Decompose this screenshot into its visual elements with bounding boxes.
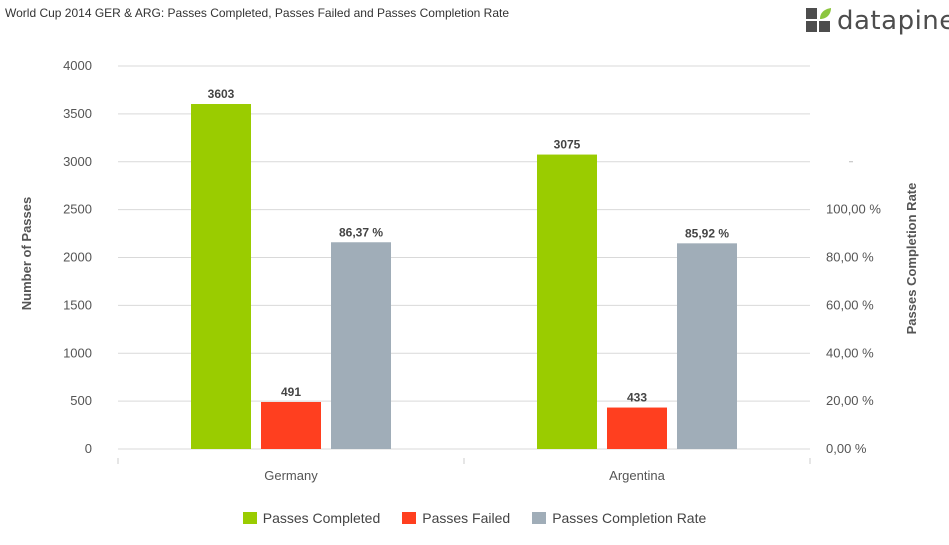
data-label: 3603 — [208, 87, 235, 101]
legend: Passes Completed Passes Failed Passes Comp… — [0, 510, 949, 526]
y-tick-label: 1500 — [63, 297, 92, 312]
bar — [191, 104, 251, 449]
legend-item[interactable]: Passes Completed — [242, 510, 381, 526]
chart-title: World Cup 2014 GER & ARG: Passes Complet… — [5, 6, 510, 20]
y-tick-label: 1000 — [63, 345, 92, 360]
data-label: 86,37 % — [339, 225, 383, 239]
y-axis-title: Number of Passes — [19, 197, 34, 310]
y2-tick-label: 60,00 % — [826, 297, 874, 312]
y-tick-label: 0 — [85, 441, 92, 456]
data-label: 433 — [627, 391, 647, 405]
bar — [331, 242, 391, 449]
y2-tick-label: 80,00 % — [826, 250, 874, 265]
data-labels: 3603 491 86,37 % 3075 433 85,92 % — [208, 87, 730, 405]
y2-tick-label: 100,00 % — [826, 202, 881, 217]
data-label: 85,92 % — [685, 226, 729, 240]
legend-label: Passes Failed — [422, 510, 511, 526]
logo-text: datapine — [837, 6, 949, 36]
y-tick-label: 2000 — [63, 250, 92, 265]
y2-tick-label: 20,00 % — [826, 393, 874, 408]
y-tick-label: 3500 — [63, 106, 92, 121]
x-tick-label: Germany — [264, 468, 318, 483]
logo: datapine — [806, 6, 949, 36]
bar — [677, 243, 737, 449]
legend-swatch — [242, 512, 257, 524]
legend-label: Passes Completed — [262, 510, 381, 526]
bar — [261, 401, 321, 449]
data-label: 491 — [281, 385, 301, 399]
axes: 0 500 1000 1500 2000 2500 3000 3500 4000 0,00 % 20… — [19, 58, 919, 483]
datapine-logo-icon — [806, 8, 831, 32]
bar — [537, 154, 597, 449]
y-tick-label: 3000 — [63, 154, 92, 169]
y-tick-label: 500 — [70, 393, 92, 408]
x-tick-label: Argentina — [609, 468, 665, 483]
y2-tick-label: 0,00 % — [826, 441, 867, 456]
legend-swatch — [532, 512, 547, 524]
legend-item[interactable]: Passes Failed — [402, 510, 510, 526]
y2-axis-title: Passes Completion Rate — [904, 183, 919, 335]
y-tick-label: 4000 — [63, 58, 92, 73]
data-label: 3075 — [554, 138, 581, 152]
y2-tick-label: 40,00 % — [826, 345, 874, 360]
bar — [607, 407, 667, 449]
legend-swatch — [402, 512, 417, 524]
bars — [191, 104, 737, 449]
legend-item[interactable]: Passes Completion Rate — [532, 510, 706, 526]
y-tick-label: 2500 — [63, 202, 92, 217]
legend-label: Passes Completion Rate — [552, 510, 707, 526]
